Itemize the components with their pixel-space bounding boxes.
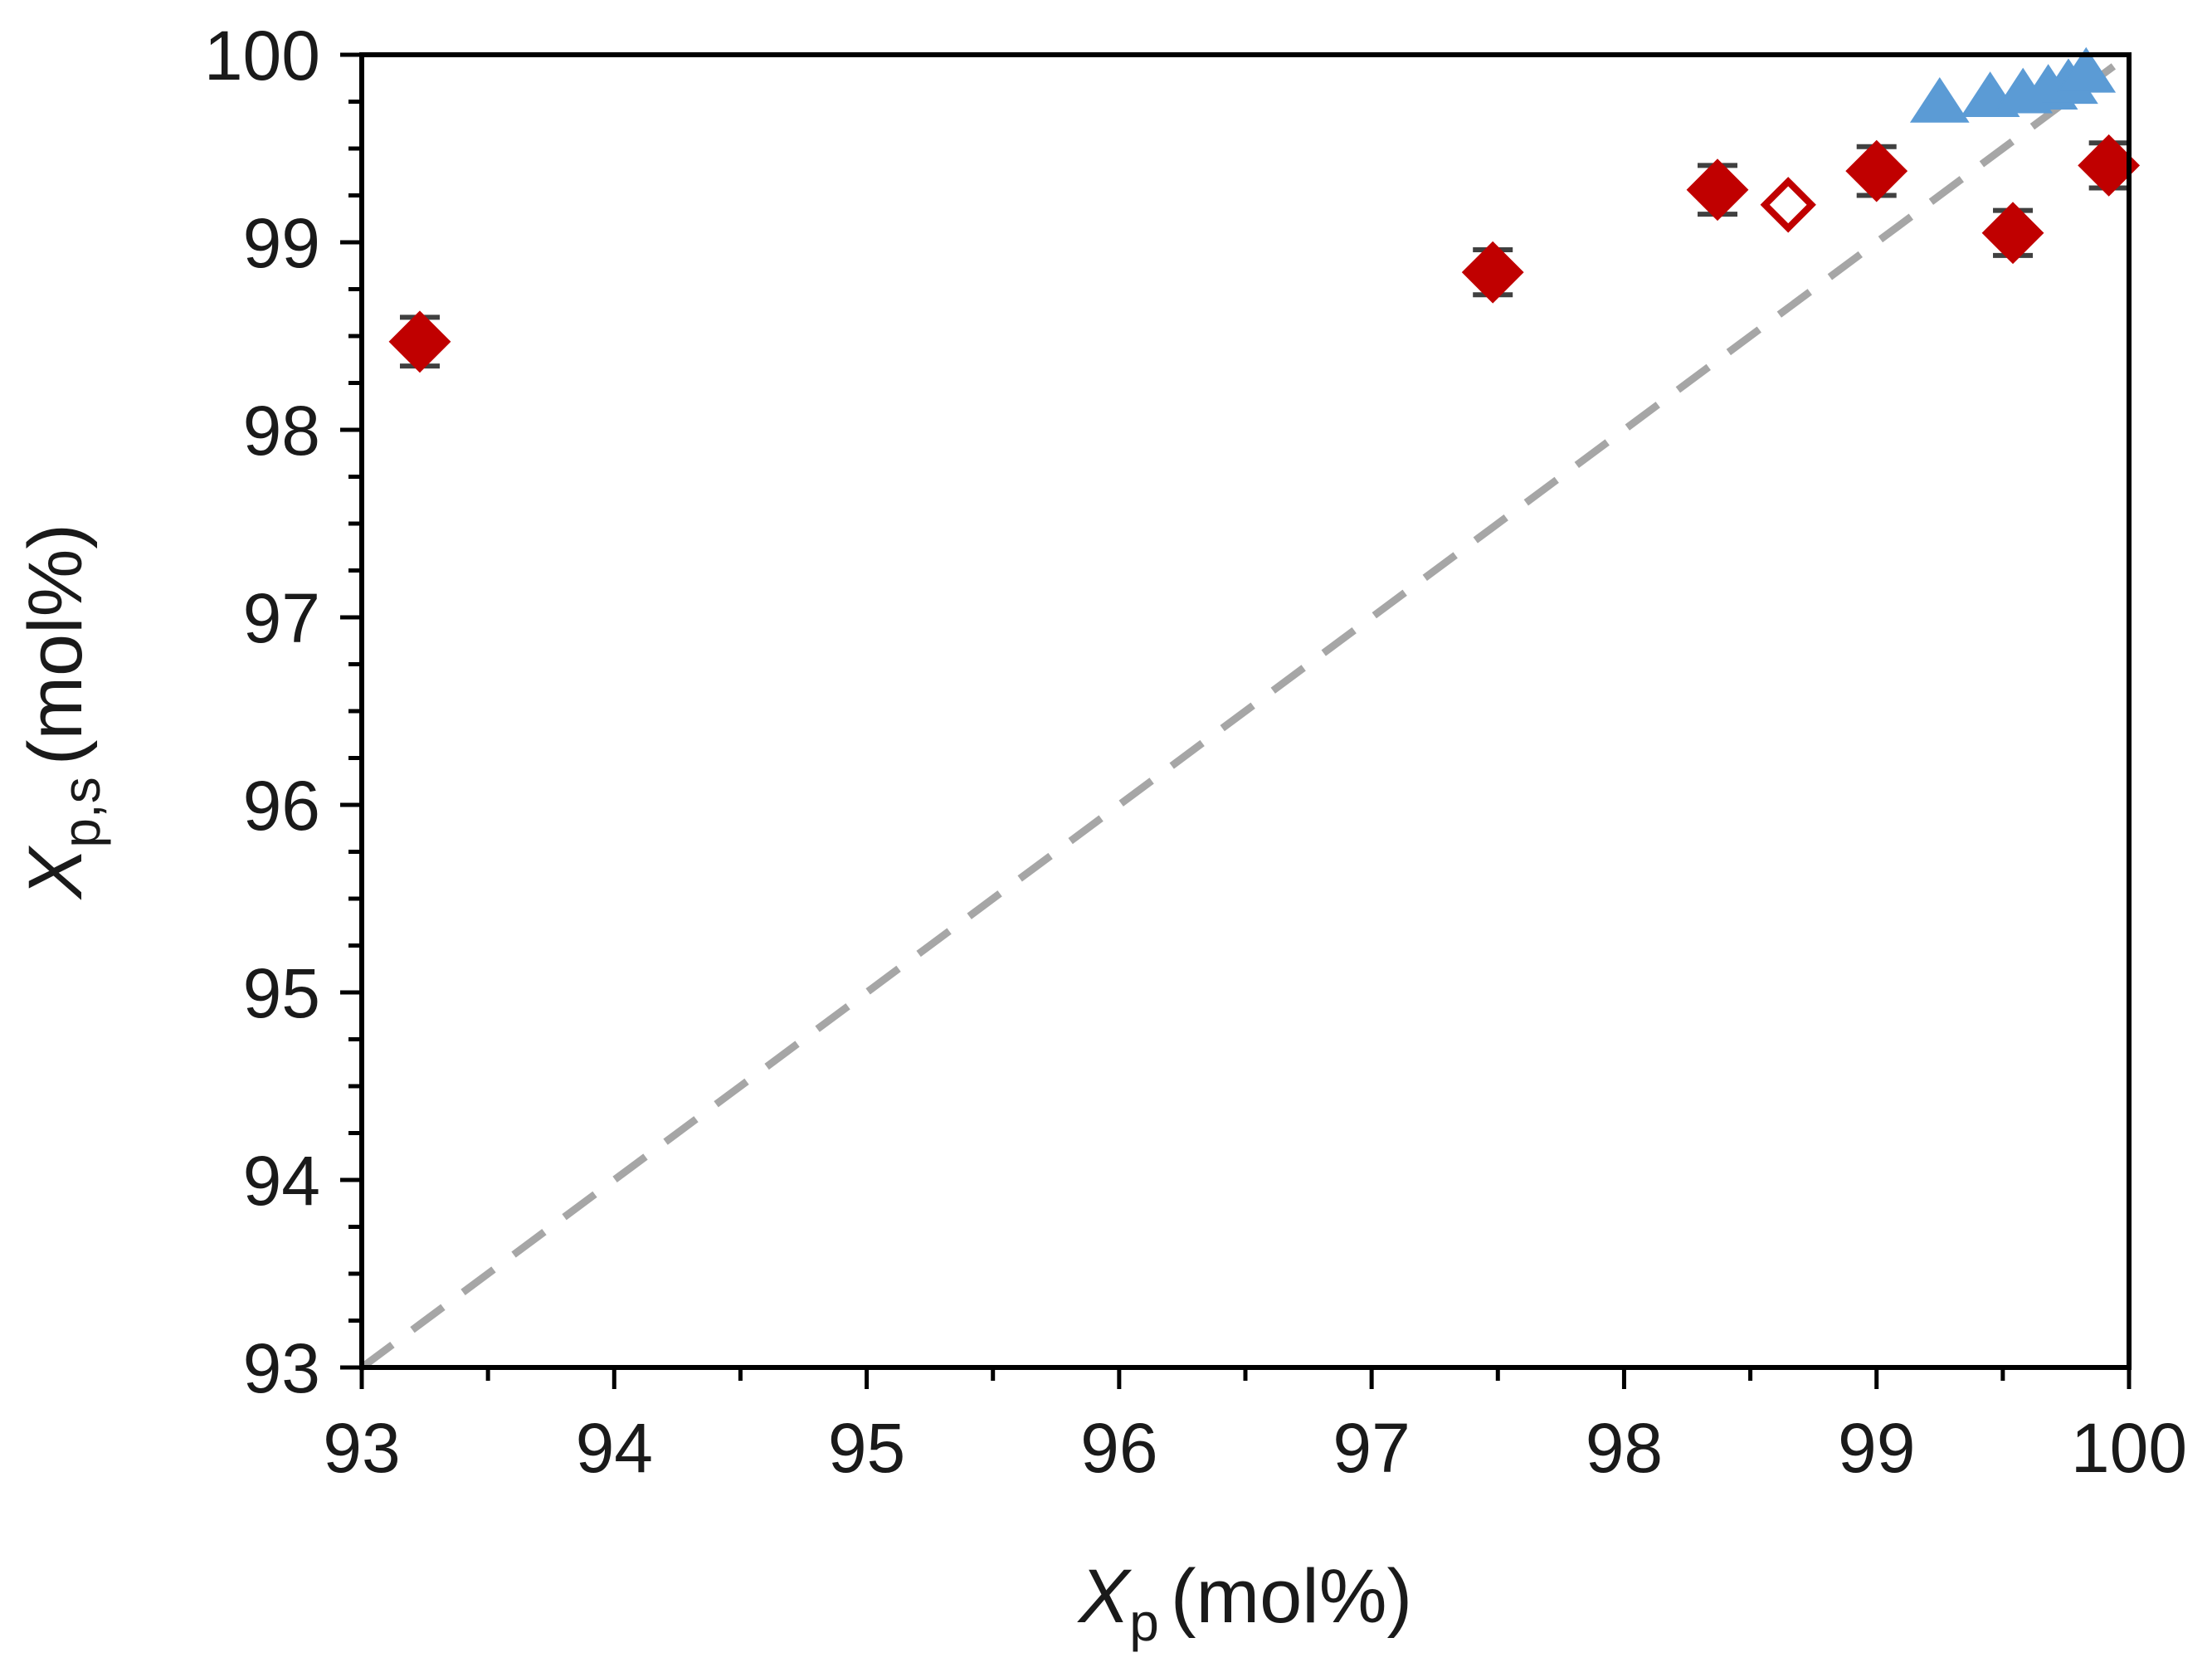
data-point-diamond-filled xyxy=(388,310,451,373)
data-point-diamond-filled xyxy=(1461,241,1524,304)
y-axis-subscript: p,s xyxy=(51,777,111,847)
data-marks-layer xyxy=(388,46,2141,373)
y-tick-label: 100 xyxy=(204,17,320,95)
axis-ticks-layer xyxy=(340,52,2132,1389)
series-triangles xyxy=(1909,46,2117,123)
y-tick-label: 97 xyxy=(243,579,320,657)
x-tick-label: 93 xyxy=(323,1409,400,1487)
x-axis-symbol: X xyxy=(1077,1554,1133,1639)
x-tick-label: 100 xyxy=(2071,1409,2187,1487)
tick-labels-layer: 93 94 95 96 97 98 99 100 93 94 95 96 97 98 99 100 xyxy=(204,17,2187,1487)
x-axis-unit: (mol%) xyxy=(1171,1554,1412,1639)
x-tick-label: 94 xyxy=(576,1409,653,1487)
reference-line-y-equals-x xyxy=(359,51,2132,1371)
y-tick-label: 98 xyxy=(243,392,320,470)
data-point-diamond-filled xyxy=(1981,202,2044,265)
y-axis-unit: (mol%) xyxy=(13,524,98,765)
data-point-diamond-open xyxy=(1760,177,1816,233)
data-point-diamond-filled xyxy=(1845,139,1908,202)
data-point-diamond-filled xyxy=(1686,158,1749,222)
y-tick-label: 95 xyxy=(243,954,320,1032)
x-axis-title: Xp (mol%) xyxy=(1077,1554,1412,1652)
series-filled-diamonds xyxy=(388,134,2141,373)
x-tick-label: 95 xyxy=(828,1409,905,1487)
y-axis-symbol: X xyxy=(13,845,98,900)
x-axis-subscript: p xyxy=(1129,1592,1159,1652)
series-open-diamond xyxy=(1760,177,1816,233)
y-tick-label: 96 xyxy=(243,767,320,845)
reference-line-layer xyxy=(359,51,2132,1371)
x-tick-label: 99 xyxy=(1838,1409,1915,1487)
data-point-triangle xyxy=(2056,46,2117,93)
y-axis-title: Xp,s (mol%) xyxy=(13,524,111,900)
y-tick-label: 94 xyxy=(243,1142,320,1220)
data-point-triangle xyxy=(1909,76,1970,123)
x-tick-label: 97 xyxy=(1333,1409,1410,1487)
y-tick-label: 99 xyxy=(243,204,320,282)
x-tick-label: 96 xyxy=(1080,1409,1157,1487)
x-tick-label: 98 xyxy=(1586,1409,1663,1487)
y-tick-label: 93 xyxy=(243,1329,320,1407)
